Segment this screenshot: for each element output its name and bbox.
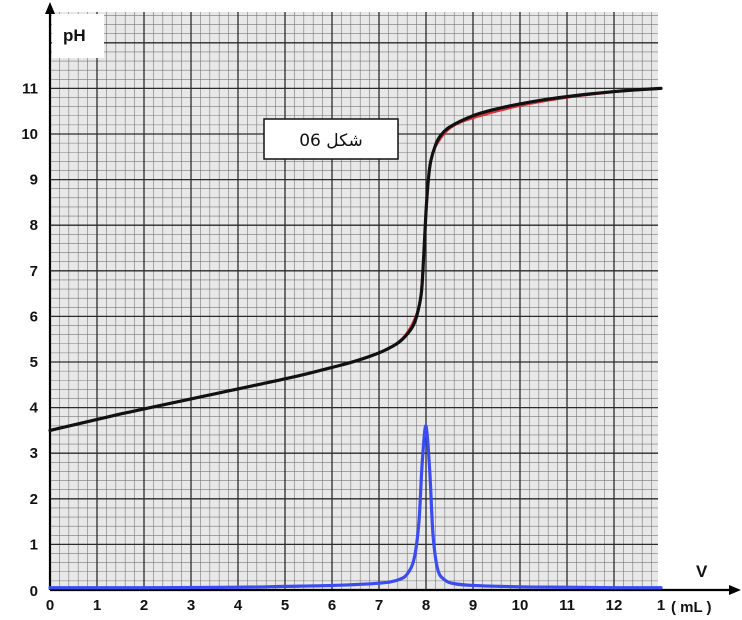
x-tick-label: 3 <box>187 597 195 614</box>
y-tick-label: 3 <box>30 445 38 462</box>
x-tick-label: 1 <box>657 597 665 614</box>
y-axis-arrow <box>45 2 55 14</box>
curves <box>48 86 663 590</box>
y-tick-label: 11 <box>22 80 38 97</box>
x-tick-label: 12 <box>606 597 623 614</box>
y-tick-label: 2 <box>30 491 38 508</box>
x-tick-label: 6 <box>328 597 336 614</box>
y-tick-label: 1 <box>30 536 38 553</box>
x-tick-label: 8 <box>422 597 430 614</box>
figure-caption-box <box>263 118 399 160</box>
figure-caption-text: شكل 06 <box>299 131 363 151</box>
x-tick-label: 10 <box>512 597 529 614</box>
x-tick-label: 7 <box>375 597 383 614</box>
x-tick-label: 1 <box>93 597 101 614</box>
minor-grid <box>50 12 658 590</box>
x-tick-label: 2 <box>140 597 148 614</box>
x-tick-label: 5 <box>281 597 289 614</box>
x-axis-arrow <box>729 585 741 595</box>
y-tick-label: 7 <box>30 263 38 280</box>
plot-background <box>50 12 658 590</box>
y-tick-label: 6 <box>30 308 38 325</box>
y-tick-label: 5 <box>30 354 38 371</box>
y-tick-label: 4 <box>30 400 39 417</box>
x-axis-unit: ( mL ) <box>671 599 712 616</box>
y-tick-label: 0 <box>30 583 38 600</box>
x-tick-label: 4 <box>234 597 243 614</box>
ph-curve <box>48 86 663 432</box>
x-tick-labels: 0 1 2 3 4 5 6 7 8 9 10 11 12 1 <box>46 597 665 614</box>
y-axis-label: pH <box>63 26 86 45</box>
x-axis-label: V <box>696 562 708 581</box>
x-tick-label: 0 <box>46 597 54 614</box>
y-tick-label: 8 <box>30 217 38 234</box>
x-tick-label: 11 <box>559 597 575 614</box>
figure-caption: شكل 06 <box>263 118 399 160</box>
y-axis-label-box <box>52 14 104 58</box>
derivative-curve <box>48 424 663 590</box>
axes <box>45 2 741 595</box>
y-tick-labels: 0 1 2 3 4 5 6 7 8 9 10 11 <box>21 80 38 600</box>
y-tick-label: 9 <box>30 172 38 189</box>
x-tick-label: 9 <box>469 597 477 614</box>
y-tick-label: 10 <box>21 126 38 143</box>
